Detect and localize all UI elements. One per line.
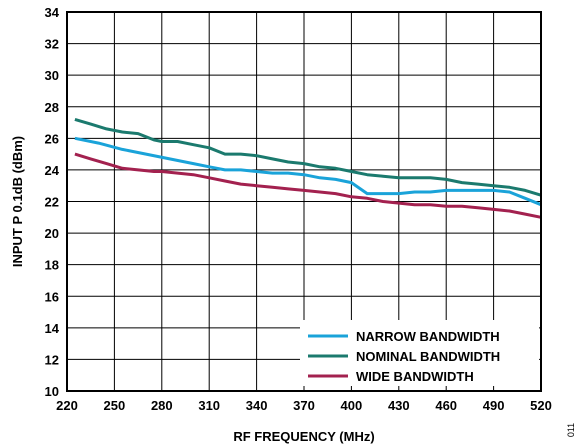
tick-labels: 220 250 280 310 340 370 400 430 460 490 520 10 12 14 1… (45, 5, 552, 413)
y-tick-label: 20 (45, 226, 59, 241)
x-tick-label: 280 (151, 398, 173, 413)
y-tick-label: 32 (45, 37, 59, 52)
series-line (74, 136, 542, 207)
y-tick-label: 16 (45, 289, 59, 304)
x-tick-label: 400 (341, 398, 363, 413)
legend: NARROW BANDWIDTH NOMINAL BANDWIDTH WIDE BA… (300, 320, 539, 386)
x-tick-label: 490 (483, 398, 505, 413)
legend-label: NOMINAL BANDWIDTH (356, 349, 500, 364)
y-tick-label: 18 (45, 258, 59, 273)
x-tick-label: 370 (293, 398, 315, 413)
series-line (74, 117, 542, 197)
y-tick-label: 12 (45, 352, 59, 367)
x-tick-label: 430 (388, 398, 410, 413)
y-axis-title: INPUT P 0.1dB (dBm) (10, 136, 25, 267)
y-tick-label: 14 (45, 321, 60, 336)
legend-label: WIDE BANDWIDTH (356, 369, 474, 384)
x-axis-title: RF FREQUENCY (MHz) (233, 429, 374, 444)
plot-frame (66, 11, 542, 392)
y-tick-label: 22 (45, 195, 59, 210)
y-tick-label: 24 (45, 163, 60, 178)
x-tick-label: 460 (435, 398, 457, 413)
y-tick-label: 28 (45, 100, 59, 115)
y-tick-label: 30 (45, 68, 59, 83)
series-lines (74, 117, 542, 219)
x-tick-label: 310 (198, 398, 220, 413)
figure-id: 011 (566, 423, 576, 437)
x-tick-label: 220 (56, 398, 78, 413)
y-tick-label: 26 (45, 131, 59, 146)
y-tick-label: 34 (45, 5, 60, 20)
y-tick-label: 10 (45, 384, 59, 399)
x-tick-label: 340 (246, 398, 268, 413)
series-line (74, 152, 542, 219)
legend-label: NARROW BANDWIDTH (356, 329, 500, 344)
x-tick-label: 520 (530, 398, 552, 413)
x-tick-label: 250 (104, 398, 126, 413)
